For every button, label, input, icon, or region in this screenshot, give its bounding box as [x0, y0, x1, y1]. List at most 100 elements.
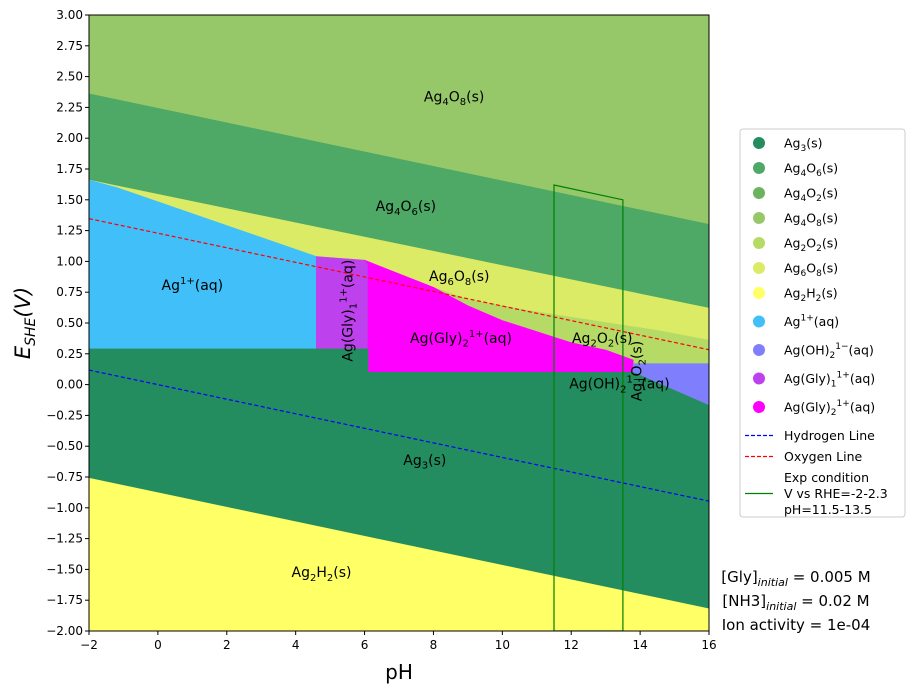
legend-label: Hydrogen Line — [784, 428, 875, 443]
legend-entry-ag2o2-s: Ag2O2(s) — [753, 236, 838, 255]
y-tick-label: 2.50 — [56, 70, 83, 84]
region-label-ag4o6-s: Ag4O6(s) — [376, 199, 436, 218]
x-tick-label: 0 — [154, 638, 162, 652]
y-tick-label: −1.25 — [46, 532, 83, 546]
y-tick-label: 3.00 — [56, 8, 83, 22]
legend-label: Ag4O8(s) — [784, 211, 838, 230]
y-tick-label: 0.75 — [56, 285, 83, 299]
legend-entry-ag-gly-2-1-aq: Ag(Gly)21+(aq) — [753, 399, 875, 418]
legend-marker — [753, 262, 765, 274]
legend-entry-ag4o6-s: Ag4O6(s) — [753, 161, 838, 180]
y-tick-label: 2.25 — [56, 100, 83, 114]
y-tick-label: −1.75 — [46, 593, 83, 607]
legend-label: Ag(Gly)21+(aq) — [784, 399, 875, 418]
legend-label: Ag4O2(s) — [784, 186, 838, 205]
y-tick-label: 0.00 — [56, 378, 83, 392]
legend: Ag3(s) Ag4O6(s) Ag4O2(s) Ag4O8(s) Ag2O2(s) Ag… — [739, 128, 906, 518]
legend-marker — [753, 137, 765, 149]
y-tick-label: 1.00 — [56, 254, 83, 268]
legend-label: Ag4O6(s) — [784, 161, 838, 180]
y-tick-label: 2.00 — [56, 131, 83, 145]
x-tick-label: 10 — [495, 638, 510, 652]
y-tick-label: −1.00 — [46, 501, 83, 515]
x-tick-label: 2 — [223, 638, 231, 652]
x-tick-label: 6 — [361, 638, 369, 652]
exp-condition-box — [553, 184, 624, 631]
legend-label: Ag3(s) — [784, 136, 823, 155]
nh3-sub: initial — [766, 600, 797, 613]
y-tick-label: 1.50 — [56, 193, 83, 207]
x-axis-label: pH — [385, 660, 413, 684]
axes: −2 0 2 4 6 8 10 12 14 16 −2.00 −1.75 −1.50 −1.25 −1.00… — [11, 8, 717, 684]
legend-entry-exp-condition: Exp condition V vs RHE=-2-2.3 pH=11.5-13.5 — [745, 470, 888, 517]
legend-entry-oxygen-line: Oxygen Line — [745, 449, 863, 464]
region-label-ag2o2-s: Ag2O2(s) — [572, 331, 632, 350]
region-label-ag-oh-2-1-aq: Ag(OH)21−(aq) — [569, 374, 669, 395]
y-tick-label: 1.25 — [56, 224, 83, 238]
legend-label: Exp condition V vs RHE=-2-2.3 pH=11.5-13.5 — [784, 470, 888, 517]
region-label-ag4o8-s: Ag4O8(s) — [424, 89, 484, 108]
x-tick-label: 4 — [292, 638, 300, 652]
legend-entry-ag2h2-s: Ag2H2(s) — [753, 286, 838, 305]
legend-marker — [753, 212, 765, 224]
legend-marker — [753, 162, 765, 174]
legend-marker — [753, 187, 765, 199]
region-label-ag-gly-2-1-aq: Ag(Gly)21+(aq) — [410, 329, 512, 350]
legend-marker — [753, 315, 765, 328]
legend-marker — [753, 401, 765, 413]
region-label-ag1o2-s: Ag1O2(s) — [630, 341, 649, 401]
nh3-name: [NH3] — [722, 592, 767, 610]
legend-box — [739, 128, 906, 518]
hydrogen-line — [89, 369, 709, 502]
legend-entry-ag4o2-s: Ag4O2(s) — [753, 186, 838, 205]
legend-entry-ag4o8-s: Ag4O8(s) — [753, 211, 838, 230]
ion-activity: Ion activity = 1e-04 — [721, 616, 871, 634]
gly-name: [Gly] — [721, 568, 758, 586]
x-tick-label: 16 — [701, 638, 716, 652]
legend-marker — [753, 237, 765, 249]
legend-entry-ag-oh-2-1-aq: Ag(OH)21−(aq) — [753, 342, 874, 361]
conditions-note: [Gly]initial = 0.005 M [NH3]initial = 0.… — [696, 568, 896, 635]
x-tick-label: 8 — [430, 638, 438, 652]
region-ag4o8-s — [89, 15, 709, 225]
legend-label: Ag1+(aq) — [784, 314, 839, 330]
gly-value: = 0.005 M — [787, 568, 871, 586]
gly-concentration: [Gly]initial = 0.005 M — [696, 568, 896, 592]
x-tick-label: 14 — [632, 638, 647, 652]
legend-label: Ag2H2(s) — [784, 286, 838, 305]
region-label-ag1-aq: Ag1+(aq) — [162, 276, 224, 294]
gly-sub: initial — [757, 576, 788, 589]
legend-label: Ag(OH)21−(aq) — [784, 342, 874, 361]
y-tick-label: 2.75 — [56, 39, 83, 53]
region-label-ag2h2-s: Ag2H2(s) — [292, 565, 352, 584]
legend-label: Ag2O2(s) — [784, 236, 838, 255]
oxygen-line — [89, 218, 709, 351]
region-label-ag-gly-1-1-aq: Ag(Gly)11+(aq) — [338, 260, 359, 362]
y-tick-label: 0.25 — [56, 347, 83, 361]
y-tick-label: −1.50 — [46, 562, 83, 576]
plot-area — [89, 15, 709, 631]
legend-label: Oxygen Line — [784, 449, 863, 464]
y-tick-label: 1.75 — [56, 162, 83, 176]
region-label-ag3-s: Ag3(s) — [403, 453, 446, 472]
legend-entry-ag3-s: Ag3(s) — [753, 136, 823, 155]
nh3-concentration: [NH3]initial = 0.02 M — [696, 592, 896, 616]
y-tick-label: −0.50 — [46, 439, 83, 453]
y-tick-label: −0.25 — [46, 408, 83, 422]
y-tick-label: −2.00 — [46, 624, 83, 638]
x-tick-label: −2 — [80, 638, 98, 652]
region-ag-oh-2-1-aq — [632, 363, 709, 406]
legend-entry-ag1-aq: Ag1+(aq) — [753, 314, 839, 330]
legend-label: Ag6O8(s) — [784, 261, 838, 280]
region-labels: Ag4O8(s) Ag4O6(s) Ag6O8(s) Ag1+(aq) Ag(Gly)1… — [162, 89, 670, 583]
legend-entry-hydrogen-line: Hydrogen Line — [745, 428, 875, 443]
legend-marker — [753, 287, 765, 299]
y-axis-label: ESHE(V) — [11, 287, 39, 359]
legend-marker — [753, 372, 765, 385]
x-tick-label: 12 — [564, 638, 579, 652]
legend-label: Ag(Gly)11+(aq) — [784, 371, 875, 390]
legend-entry-ag6o8-s: Ag6O8(s) — [753, 261, 838, 280]
nh3-value: = 0.02 M — [796, 592, 870, 610]
legend-entry-ag-gly-1-1-aq: Ag(Gly)11+(aq) — [753, 371, 875, 390]
